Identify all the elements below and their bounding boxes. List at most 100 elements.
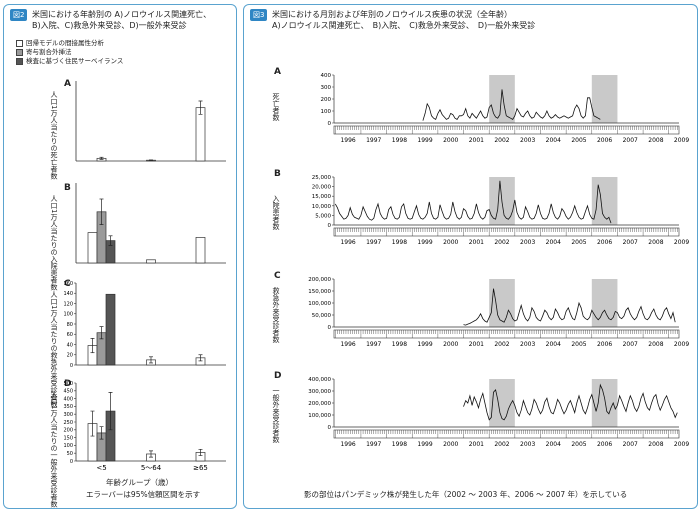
year-label: 1996 bbox=[340, 137, 355, 144]
bar-category-label: 5～64 bbox=[141, 464, 162, 472]
year-label: 1997 bbox=[366, 441, 381, 448]
pandemic-shade bbox=[591, 279, 618, 327]
bar-y-tick-label: 300 bbox=[63, 412, 73, 418]
year-label: 1997 bbox=[366, 137, 381, 144]
line-y-tick-label: 100 bbox=[321, 109, 332, 115]
year-label: 2001 bbox=[469, 341, 484, 348]
year-label: 2008 bbox=[648, 441, 663, 448]
year-label: 2004 bbox=[546, 341, 561, 348]
year-label: 2001 bbox=[469, 441, 484, 448]
year-label: 2005 bbox=[571, 239, 586, 246]
line-y-tick-label: 200,000 bbox=[308, 401, 331, 407]
month-tick-strip bbox=[333, 125, 680, 135]
year-label: 2003 bbox=[520, 239, 535, 246]
figure3-badge: 図3 bbox=[250, 9, 268, 21]
year-label: 2004 bbox=[546, 137, 561, 144]
line-y-tick-label: 0 bbox=[328, 425, 332, 431]
line-y-tick-label: 0 bbox=[328, 121, 332, 127]
bar-category-label: ≥65 bbox=[193, 464, 208, 472]
bar-y-tick-label: 0 bbox=[70, 363, 73, 369]
bar bbox=[195, 107, 206, 162]
bar-y-tick-label: 250 bbox=[63, 420, 73, 426]
bar-ylabel-a: 人口1万人当たりの死亡者数 bbox=[50, 91, 58, 180]
legend-swatch-white bbox=[16, 40, 23, 47]
panel-label-b: B bbox=[64, 183, 71, 193]
bar-y-tick-label: 120 bbox=[63, 301, 73, 307]
year-label: 1998 bbox=[392, 239, 407, 246]
bar-y-tick-label: 60 bbox=[67, 332, 73, 338]
figure3-footnote: 影の部位はパンデミック株が発生した年（2002 ～ 2003 年、2006 ～ … bbox=[304, 490, 628, 499]
year-label: 2002 bbox=[494, 341, 509, 348]
month-tick-strip bbox=[333, 227, 680, 237]
year-label: 2001 bbox=[469, 239, 484, 246]
bar-y-tick-label: 450 bbox=[63, 389, 73, 395]
series-line bbox=[463, 383, 678, 421]
year-label: 2005 bbox=[571, 137, 586, 144]
bar-y-tick-label: 20 bbox=[67, 353, 73, 359]
year-label: 1998 bbox=[392, 441, 407, 448]
line-y-tick-label: 0 bbox=[328, 223, 332, 229]
line-y-tick-label: 20,000 bbox=[312, 185, 332, 191]
year-label: 2000 bbox=[443, 239, 458, 246]
bar-category-label: <5 bbox=[96, 464, 106, 472]
year-label: 1999 bbox=[417, 239, 432, 246]
legend-item: 検査に基づく住民サーベイランス bbox=[16, 57, 123, 66]
panel-label-d: D bbox=[64, 379, 72, 389]
year-label: 2000 bbox=[443, 137, 458, 144]
year-label: 1998 bbox=[392, 137, 407, 144]
bar-ylabel-c: 人口1万人当たりの救急外来受診者数 bbox=[50, 291, 58, 408]
line-ylabel-a: 死亡者数 bbox=[272, 93, 280, 121]
bar-y-tick-label: 500 bbox=[63, 381, 73, 387]
legend-swatch-dark bbox=[16, 58, 23, 65]
figure2-legend: 回帰モデルの間接属性分析 寄与割合外挿法 検査に基づく住民サーベイランス bbox=[16, 39, 123, 66]
year-label: 2008 bbox=[648, 341, 663, 348]
bar-xlabel: 年齢グループ（歳） bbox=[106, 478, 174, 487]
year-label: 1999 bbox=[417, 137, 432, 144]
year-label: 2007 bbox=[623, 137, 638, 144]
panel-label-c: C bbox=[274, 271, 281, 281]
year-label: 2000 bbox=[443, 341, 458, 348]
line-y-tick-label: 200 bbox=[321, 97, 332, 103]
year-label: 2006 bbox=[597, 137, 612, 144]
year-label: 2000 bbox=[443, 441, 458, 448]
figure2-title-line2: B)入院、C)救急外来受診、D)一般外来受診 bbox=[32, 21, 187, 30]
line-y-tick-label: 300 bbox=[321, 85, 332, 91]
bar-y-tick-label: 140 bbox=[63, 291, 73, 297]
series-line bbox=[334, 180, 612, 224]
line-y-tick-label: 300,000 bbox=[308, 389, 331, 395]
year-label: 2001 bbox=[469, 137, 484, 144]
year-label: 1996 bbox=[340, 441, 355, 448]
figure2-title-line1: 米国における年齢別の A)ノロウイルス関連死亡、 bbox=[32, 10, 212, 19]
pandemic-shade bbox=[489, 75, 515, 123]
panel-label-c: C bbox=[64, 279, 71, 289]
line-ylabel-c: 救急外来受診者数 bbox=[272, 287, 280, 343]
year-label: 2002 bbox=[494, 239, 509, 246]
figure3-title: 米国における月別および年別のノロウイルス疾患の状況（全年齢） A)ノロウイルス関… bbox=[272, 9, 535, 31]
bar-y-tick-label: 40 bbox=[67, 342, 73, 348]
year-label: 2003 bbox=[520, 441, 535, 448]
year-label: 2002 bbox=[494, 441, 509, 448]
year-label: 2005 bbox=[571, 441, 586, 448]
bar-y-tick-label: 400 bbox=[63, 396, 73, 402]
year-label: 2009 bbox=[674, 137, 689, 144]
legend-label: 寄与割合外挿法 bbox=[26, 48, 72, 56]
line-y-tick-label: 10,000 bbox=[312, 204, 332, 210]
year-label: 2003 bbox=[520, 341, 535, 348]
year-label: 2004 bbox=[546, 239, 561, 246]
year-label: 1997 bbox=[366, 341, 381, 348]
month-tick-strip bbox=[333, 329, 680, 339]
figure3-title-line2: A)ノロウイルス関連死亡、 B)入院、 C)救急外来受診、 D)一般外来受診 bbox=[272, 21, 536, 30]
line-y-tick-label: 100,000 bbox=[308, 413, 331, 419]
year-label: 1996 bbox=[340, 239, 355, 246]
legend-item: 回帰モデルの間接属性分析 bbox=[16, 39, 123, 48]
bar-y-tick-label: 150 bbox=[63, 435, 73, 441]
line-y-tick-label: 15,000 bbox=[312, 194, 332, 200]
year-label: 2008 bbox=[648, 137, 663, 144]
year-label: 2006 bbox=[597, 239, 612, 246]
bar bbox=[146, 259, 156, 264]
year-label: 1999 bbox=[417, 441, 432, 448]
year-label: 2007 bbox=[623, 441, 638, 448]
bar-y-tick-label: 100 bbox=[63, 443, 73, 449]
